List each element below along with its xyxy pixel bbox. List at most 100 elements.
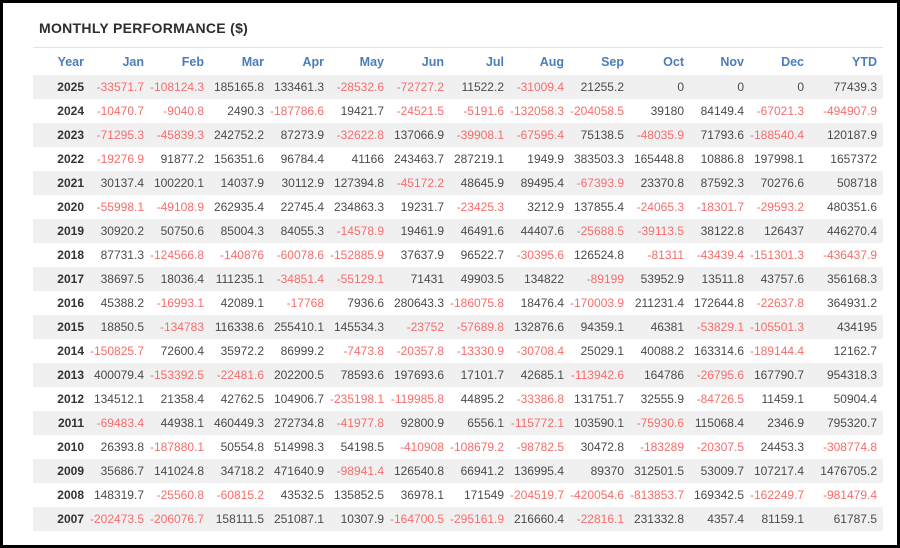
value-cell-jun: -45172.2 [396, 176, 444, 190]
performance-table: Year Jan Feb Mar Apr May Jun Jul Aug Sep Oct Nov Dec… [33, 48, 883, 531]
value-cell-dec: -22637.8 [756, 296, 804, 310]
value-cell-ytd: -308774.8 [822, 440, 877, 454]
value-cell-sep: -113942.6 [570, 368, 624, 382]
table-row-2012: 2012 134512.1 21358.4 42762.5 104906.7 -23519… [33, 387, 883, 411]
value-cell-apr: 514998.3 [273, 440, 324, 454]
value-cell-nov: 169342.5 [693, 488, 744, 502]
value-cell-jun: -72727.2 [396, 80, 444, 94]
value-cell-mar: -60815.2 [216, 488, 264, 502]
value-cell-dec: -105501.3 [750, 320, 805, 334]
value-cell-nov: 10886.8 [700, 152, 744, 166]
value-cell-ytd: 61787.5 [833, 512, 877, 526]
column-header-may: May [359, 55, 384, 69]
value-cell-sep: -25688.5 [576, 224, 624, 238]
value-cell-ytd: -981479.4 [822, 488, 877, 502]
table-row-2019: 2019 30920.2 50750.6 85004.3 84055.3 -14578.9… [33, 219, 883, 243]
value-cell-jul: 46491.6 [460, 224, 504, 238]
value-cell-ytd: 480351.6 [826, 200, 877, 214]
value-cell-feb: -108124.3 [150, 80, 205, 94]
value-cell-jun: 71431 [410, 272, 444, 286]
value-cell-mar: 156351.6 [213, 152, 264, 166]
value-cell-apr: 84055.3 [280, 224, 324, 238]
year-cell: 2022 [57, 152, 84, 166]
value-cell-nov: 53009.7 [700, 464, 744, 478]
value-cell-may: 127394.8 [333, 176, 384, 190]
year-cell: 2009 [57, 464, 84, 478]
value-cell-jul: 66941.2 [460, 464, 504, 478]
value-cell-may: 10307.9 [340, 512, 384, 526]
value-cell-feb: 21358.4 [160, 392, 204, 406]
value-cell-mar: 185165.8 [213, 80, 264, 94]
value-cell-feb: -45839.3 [156, 128, 204, 142]
value-cell-apr: -60078.6 [276, 248, 324, 262]
value-cell-jan: -69483.4 [96, 416, 144, 430]
value-cell-jun: 19231.7 [400, 200, 444, 214]
value-cell-jul: -13330.9 [456, 344, 504, 358]
value-cell-mar: 50554.8 [220, 440, 264, 454]
value-cell-jul: -39908.1 [456, 128, 504, 142]
value-cell-feb: 100220.1 [153, 176, 204, 190]
column-header-nov: Nov [720, 55, 744, 69]
value-cell-jan: 18850.5 [100, 320, 144, 334]
value-cell-nov: -84726.5 [696, 392, 744, 406]
value-cell-nov: 84149.4 [700, 104, 744, 118]
value-cell-may: -55129.1 [336, 272, 384, 286]
column-header-aug: Aug [539, 55, 564, 69]
value-cell-nov: 71793.6 [700, 128, 744, 142]
value-cell-apr: 43532.5 [280, 488, 324, 502]
value-cell-feb: -16993.1 [156, 296, 204, 310]
value-cell-ytd: 1657372 [830, 152, 877, 166]
value-cell-feb: -206076.7 [150, 512, 205, 526]
value-cell-may: 54198.5 [340, 440, 384, 454]
value-cell-aug: 42685.1 [520, 368, 564, 382]
value-cell-may: -98941.4 [336, 464, 384, 478]
table-row-2010: 2010 26393.8 -187880.1 50554.8 514998.3 54198… [33, 435, 883, 459]
value-cell-feb: 72600.4 [160, 344, 204, 358]
value-cell-apr: -34851.4 [276, 272, 324, 286]
value-cell-may: 41166 [351, 152, 384, 166]
column-header-oct: Oct [663, 55, 684, 69]
value-cell-aug: -67595.4 [516, 128, 564, 142]
value-cell-sep: 30472.8 [580, 440, 624, 454]
value-cell-mar: 2490.3 [227, 104, 264, 118]
year-cell: 2020 [57, 200, 84, 214]
value-cell-jul: 44895.2 [460, 392, 504, 406]
value-cell-aug: 89495.4 [520, 176, 564, 190]
value-cell-oct: 23370.8 [640, 176, 684, 190]
value-cell-oct: 53952.9 [640, 272, 684, 286]
value-cell-aug: 216660.4 [513, 512, 564, 526]
value-cell-mar: 14037.9 [220, 176, 264, 190]
value-cell-oct: -183289 [639, 440, 684, 454]
value-cell-may: 7936.6 [347, 296, 384, 310]
panel-title: MONTHLY PERFORMANCE ($) [39, 20, 249, 36]
value-cell-oct: -813853.7 [630, 488, 685, 502]
value-cell-dec: 107217.4 [753, 464, 804, 478]
value-cell-aug: -98782.5 [516, 440, 564, 454]
column-header-apr: Apr [302, 55, 324, 69]
value-cell-ytd: 77439.3 [833, 80, 877, 94]
value-cell-oct: 165448.8 [633, 152, 684, 166]
year-cell: 2015 [57, 320, 84, 334]
year-cell: 2025 [57, 80, 84, 94]
table-row-2011: 2011 -69483.4 44938.1 460449.3 272734.8 -4197… [33, 411, 883, 435]
value-cell-sep: 126524.8 [573, 248, 624, 262]
value-cell-nov: 38122.8 [700, 224, 744, 238]
value-cell-nov: -26795.6 [696, 368, 744, 382]
year-cell: 2008 [57, 488, 84, 502]
value-cell-sep: -420054.6 [570, 488, 625, 502]
value-cell-oct: 32555.9 [640, 392, 684, 406]
value-cell-sep: 383503.3 [573, 152, 624, 166]
value-cell-jan: -10470.7 [96, 104, 144, 118]
value-cell-mar: 460449.3 [213, 416, 264, 430]
value-cell-apr: 133461.3 [273, 80, 324, 94]
value-cell-jun: 37637.9 [400, 248, 444, 262]
value-cell-apr: 104906.7 [273, 392, 324, 406]
value-cell-jan: 30137.4 [100, 176, 144, 190]
value-cell-feb: -25560.8 [156, 488, 204, 502]
value-cell-mar: 85004.3 [220, 224, 264, 238]
value-cell-ytd: -494907.9 [822, 104, 877, 118]
value-cell-oct: 211231.4 [634, 296, 684, 310]
value-cell-jan: 87731.3 [100, 248, 144, 262]
value-cell-may: 135852.5 [333, 488, 384, 502]
